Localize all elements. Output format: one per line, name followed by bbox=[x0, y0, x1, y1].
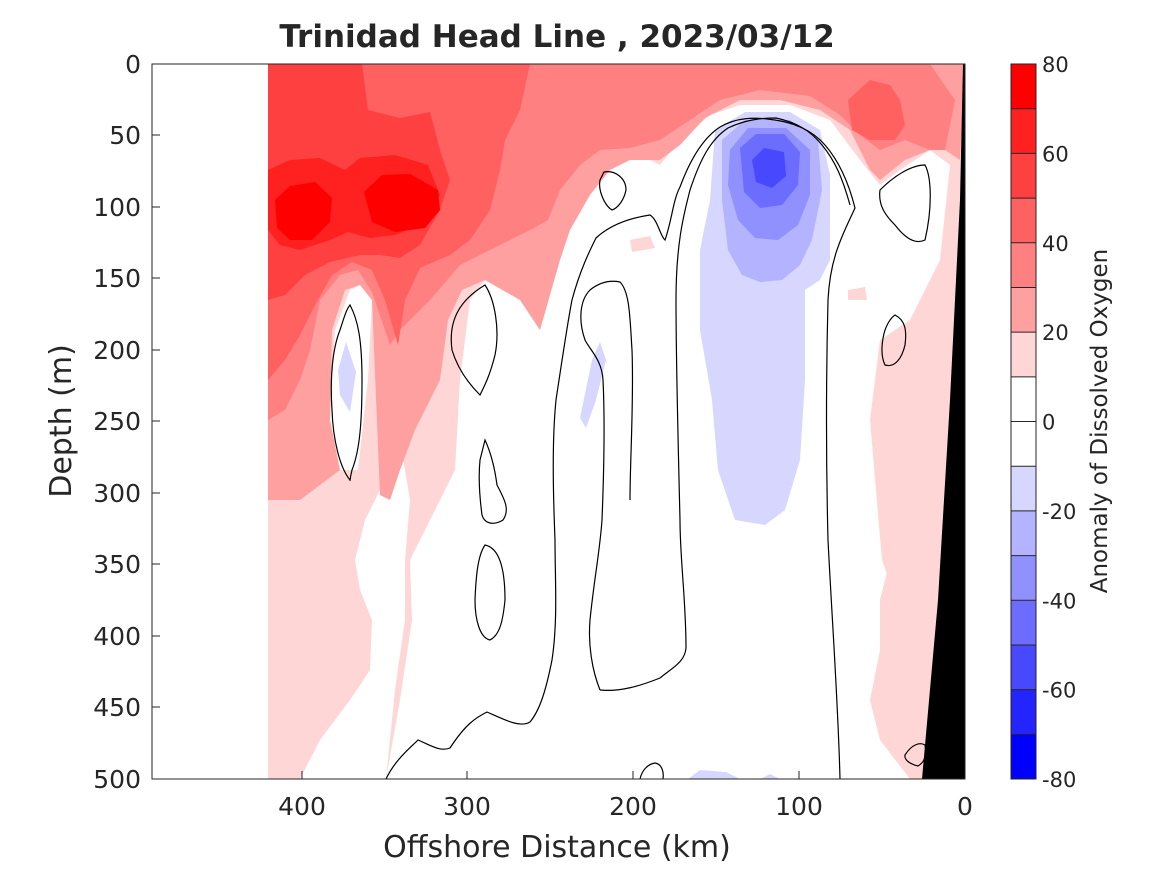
y-tick-label: 400 bbox=[93, 622, 141, 651]
anomaly-region-minus10-20-bottom bbox=[688, 770, 780, 779]
anomaly-region-white-left bbox=[300, 440, 410, 779]
anomaly-region-70-80-a bbox=[275, 182, 332, 240]
colorbar-tick-label: 40 bbox=[1042, 232, 1069, 256]
y-tick-label: 0 bbox=[125, 50, 141, 79]
colorbar-segment bbox=[1011, 287, 1036, 333]
contour-fill bbox=[268, 64, 965, 779]
colorbar-segment bbox=[1011, 108, 1036, 154]
anomaly-region-70-80-b bbox=[364, 174, 440, 232]
colorbar-tick-label: -60 bbox=[1042, 679, 1076, 703]
colorbar bbox=[1011, 63, 1036, 779]
y-tick-label: 150 bbox=[93, 264, 141, 293]
y-axis: 0 50 100 150 200 250 300 350 400 450 500… bbox=[44, 50, 160, 794]
y-tick-label: 200 bbox=[93, 336, 141, 365]
colorbar-segment bbox=[1011, 510, 1036, 556]
bathymetry bbox=[922, 64, 965, 779]
colorbar-segment bbox=[1011, 242, 1036, 288]
colorbar-tick-label: 60 bbox=[1042, 142, 1069, 166]
y-tick-label: 50 bbox=[109, 121, 141, 150]
zero-contour-f bbox=[881, 314, 907, 367]
zero-contours bbox=[330, 117, 931, 779]
zero-contour-d bbox=[599, 171, 627, 211]
colorbar-segment bbox=[1011, 555, 1036, 601]
colorbar-tick-label: -80 bbox=[1042, 768, 1076, 792]
zero-contour-inner bbox=[599, 117, 851, 691]
anomaly-region-pink-right bbox=[880, 530, 930, 690]
zero-contour-a bbox=[450, 284, 498, 397]
colorbar-segment bbox=[1011, 734, 1036, 779]
anomaly-region-pink-patch bbox=[848, 287, 867, 300]
colorbar-segment bbox=[1011, 332, 1036, 377]
zero-contour-b bbox=[478, 438, 507, 524]
x-tick-label: 100 bbox=[775, 792, 823, 821]
y-axis-label: Depth (m) bbox=[44, 344, 79, 498]
y-tick-label: 250 bbox=[93, 407, 141, 436]
x-tick-label: 200 bbox=[609, 792, 657, 821]
x-axis-label: Offshore Distance (km) bbox=[383, 830, 731, 865]
colorbar-frame bbox=[1010, 63, 1037, 780]
zero-contour-g bbox=[639, 762, 664, 779]
colorbar-tick-label: -40 bbox=[1042, 589, 1076, 613]
colorbar-tick-label: -20 bbox=[1042, 500, 1076, 524]
zero-contour-pocket bbox=[580, 280, 634, 691]
colorbar-segment bbox=[1011, 689, 1036, 735]
chart-title: Trinidad Head Line , 2023/03/12 bbox=[279, 19, 834, 55]
y-tick-label: 500 bbox=[93, 765, 141, 794]
x-tick-label: 300 bbox=[443, 792, 491, 821]
y-tick-label: 100 bbox=[93, 193, 141, 222]
x-tick-label: 0 bbox=[957, 792, 973, 821]
anomaly-region-minus10-20-small bbox=[338, 342, 356, 412]
colorbar-tick-label: 20 bbox=[1042, 321, 1069, 345]
anomaly-region-minus50-60 bbox=[752, 148, 786, 188]
y-tick-label: 450 bbox=[93, 693, 141, 722]
colorbar-segment bbox=[1011, 198, 1036, 243]
colorbar-tick-label: 80 bbox=[1042, 53, 1069, 77]
y-tick-label: 350 bbox=[93, 550, 141, 579]
zero-contour-main bbox=[385, 117, 856, 779]
x-axis: 400 300 200 100 0 Offshore Distance (km) bbox=[278, 771, 973, 865]
colorbar-label: Anomaly of Dissolved Oxygen bbox=[1087, 249, 1113, 594]
y-tick-label: 300 bbox=[93, 479, 141, 508]
colorbar-ticks: 80 60 40 20 0 -20 -40 -60 -80 bbox=[1042, 53, 1076, 792]
zero-contour-c bbox=[474, 544, 506, 641]
anomaly-region-pink-patch-2 bbox=[630, 236, 655, 252]
colorbar-tick-label: 0 bbox=[1042, 411, 1055, 435]
colorbar-segment bbox=[1011, 600, 1036, 645]
colorbar-segment bbox=[1011, 644, 1036, 690]
colorbar-segment bbox=[1011, 64, 1036, 109]
colorbar-segment bbox=[1011, 153, 1036, 199]
colorbar-segment bbox=[1011, 421, 1036, 467]
zero-contour-left-narrow bbox=[330, 303, 363, 482]
x-tick-label: 400 bbox=[278, 792, 326, 821]
zero-contour-e bbox=[879, 164, 931, 243]
colorbar-segment bbox=[1011, 376, 1036, 422]
colorbar-segment bbox=[1011, 466, 1036, 511]
